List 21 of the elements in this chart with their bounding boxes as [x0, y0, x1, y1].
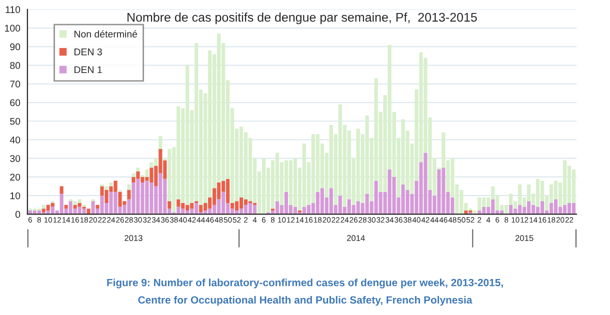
legend-label: Non déterminé [74, 30, 138, 38]
chart-title: Nombre de cas positifs de dengue par semaine, Pf, 2013-2015 [128, 12, 477, 24]
text: 2014 [347, 235, 365, 242]
y-tick-label: 60 [10, 99, 20, 106]
y-tick-label: 70 [10, 80, 20, 88]
y-tick-label: 10 [10, 192, 20, 200]
y-tick-label: 90 [10, 43, 20, 50]
text: 2013 [124, 235, 142, 242]
y-tick-label: 100 [5, 24, 20, 32]
text: 2015 [515, 235, 534, 242]
y-tick-label: 40 [10, 136, 20, 144]
legend-label: DEN 3 [74, 48, 102, 56]
legend-label: DEN 1 [74, 66, 102, 74]
y-tick-label: 20 [10, 174, 20, 181]
y-tick-label: 80 [10, 62, 20, 69]
text: Centre for Occupational Health and Public Safety, French Polynesia [138, 296, 472, 306]
y-tick-label: 30 [10, 155, 20, 162]
y-tick-label: 0 [15, 210, 20, 218]
y-tick-label: 110 [6, 6, 20, 14]
y-tick-label: 50 [10, 118, 20, 125]
caption: Figure 9: Number of laboratory-confirmed cases of dengue per week, 2013-2015, [107, 278, 503, 288]
